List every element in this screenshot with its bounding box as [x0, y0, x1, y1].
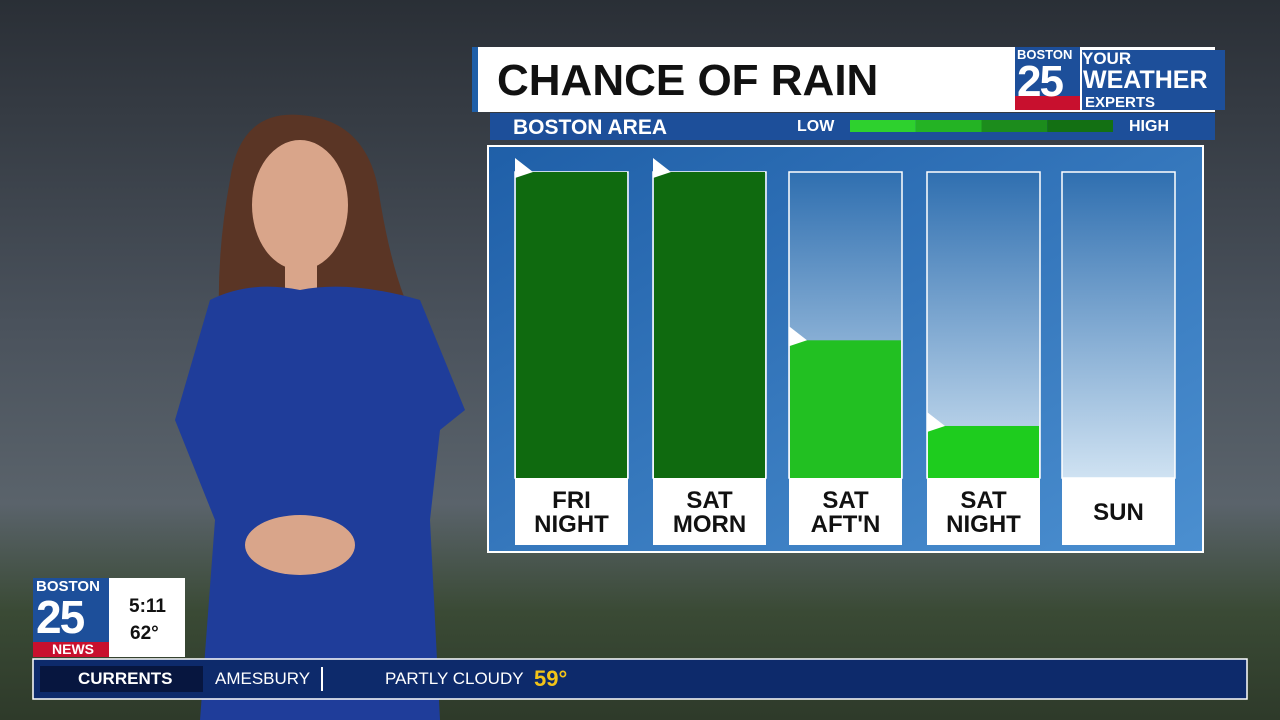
ticker-label: CURRENTS	[78, 669, 173, 688]
news-number: 25	[36, 591, 85, 643]
x-tick-label: FRI NIGHT	[534, 487, 609, 538]
logo-stripe	[1015, 96, 1080, 110]
logo-tagline: YOUR	[1082, 49, 1132, 68]
x-tick-label: SAT MORN	[672, 487, 747, 538]
ticker-bar	[32, 658, 1248, 700]
label-background	[515, 478, 628, 545]
ticker-location: AMESBURY	[215, 669, 311, 688]
bar	[516, 172, 627, 478]
ticker-label-box	[40, 666, 203, 692]
label-background	[927, 478, 1040, 545]
x-tick-label: SUN	[1093, 499, 1144, 526]
news-station: BOSTON	[36, 578, 100, 595]
logo-tagline: WEATHER	[1083, 66, 1208, 94]
clock-box	[109, 578, 185, 657]
title-accent	[472, 47, 478, 112]
bar-marker	[789, 326, 807, 347]
label-background	[1062, 478, 1175, 545]
label-background	[653, 478, 766, 545]
bar	[790, 340, 901, 478]
logo-number: 25	[1017, 57, 1064, 106]
clock-time: 5:11	[129, 596, 166, 617]
ticker-condition: PARTLY CLOUDY	[385, 669, 524, 688]
scale-low: LOW	[797, 118, 835, 135]
scale-segment	[850, 120, 916, 132]
scale-segment	[1047, 120, 1113, 132]
bar-marker	[515, 158, 533, 178]
scale-segment	[915, 120, 982, 132]
bar-marker	[927, 411, 945, 432]
scale-high: HIGH	[1129, 118, 1169, 135]
chart-title: CHANCE OF RAIN	[497, 56, 879, 105]
bar	[654, 172, 765, 478]
x-tick-label: SAT NIGHT	[946, 487, 1021, 538]
logo-station: BOSTON	[1017, 47, 1073, 62]
bar-marker	[653, 158, 671, 178]
scale-segment	[981, 120, 1048, 132]
presenter	[175, 114, 465, 720]
chart-subtitle: BOSTON AREA	[513, 116, 668, 139]
logo-tagline: EXPERTS	[1085, 94, 1156, 111]
news-label: NEWS	[52, 641, 94, 657]
column-background	[1061, 171, 1176, 479]
bar	[928, 425, 1039, 478]
news-stripe	[33, 642, 109, 657]
clock-temperature: 62°	[130, 623, 159, 644]
logo-tag-box	[1082, 50, 1225, 110]
ticker-temperature: 59°	[534, 666, 568, 691]
x-tick-label: SAT AFT'N	[810, 487, 881, 538]
label-background	[789, 478, 902, 545]
